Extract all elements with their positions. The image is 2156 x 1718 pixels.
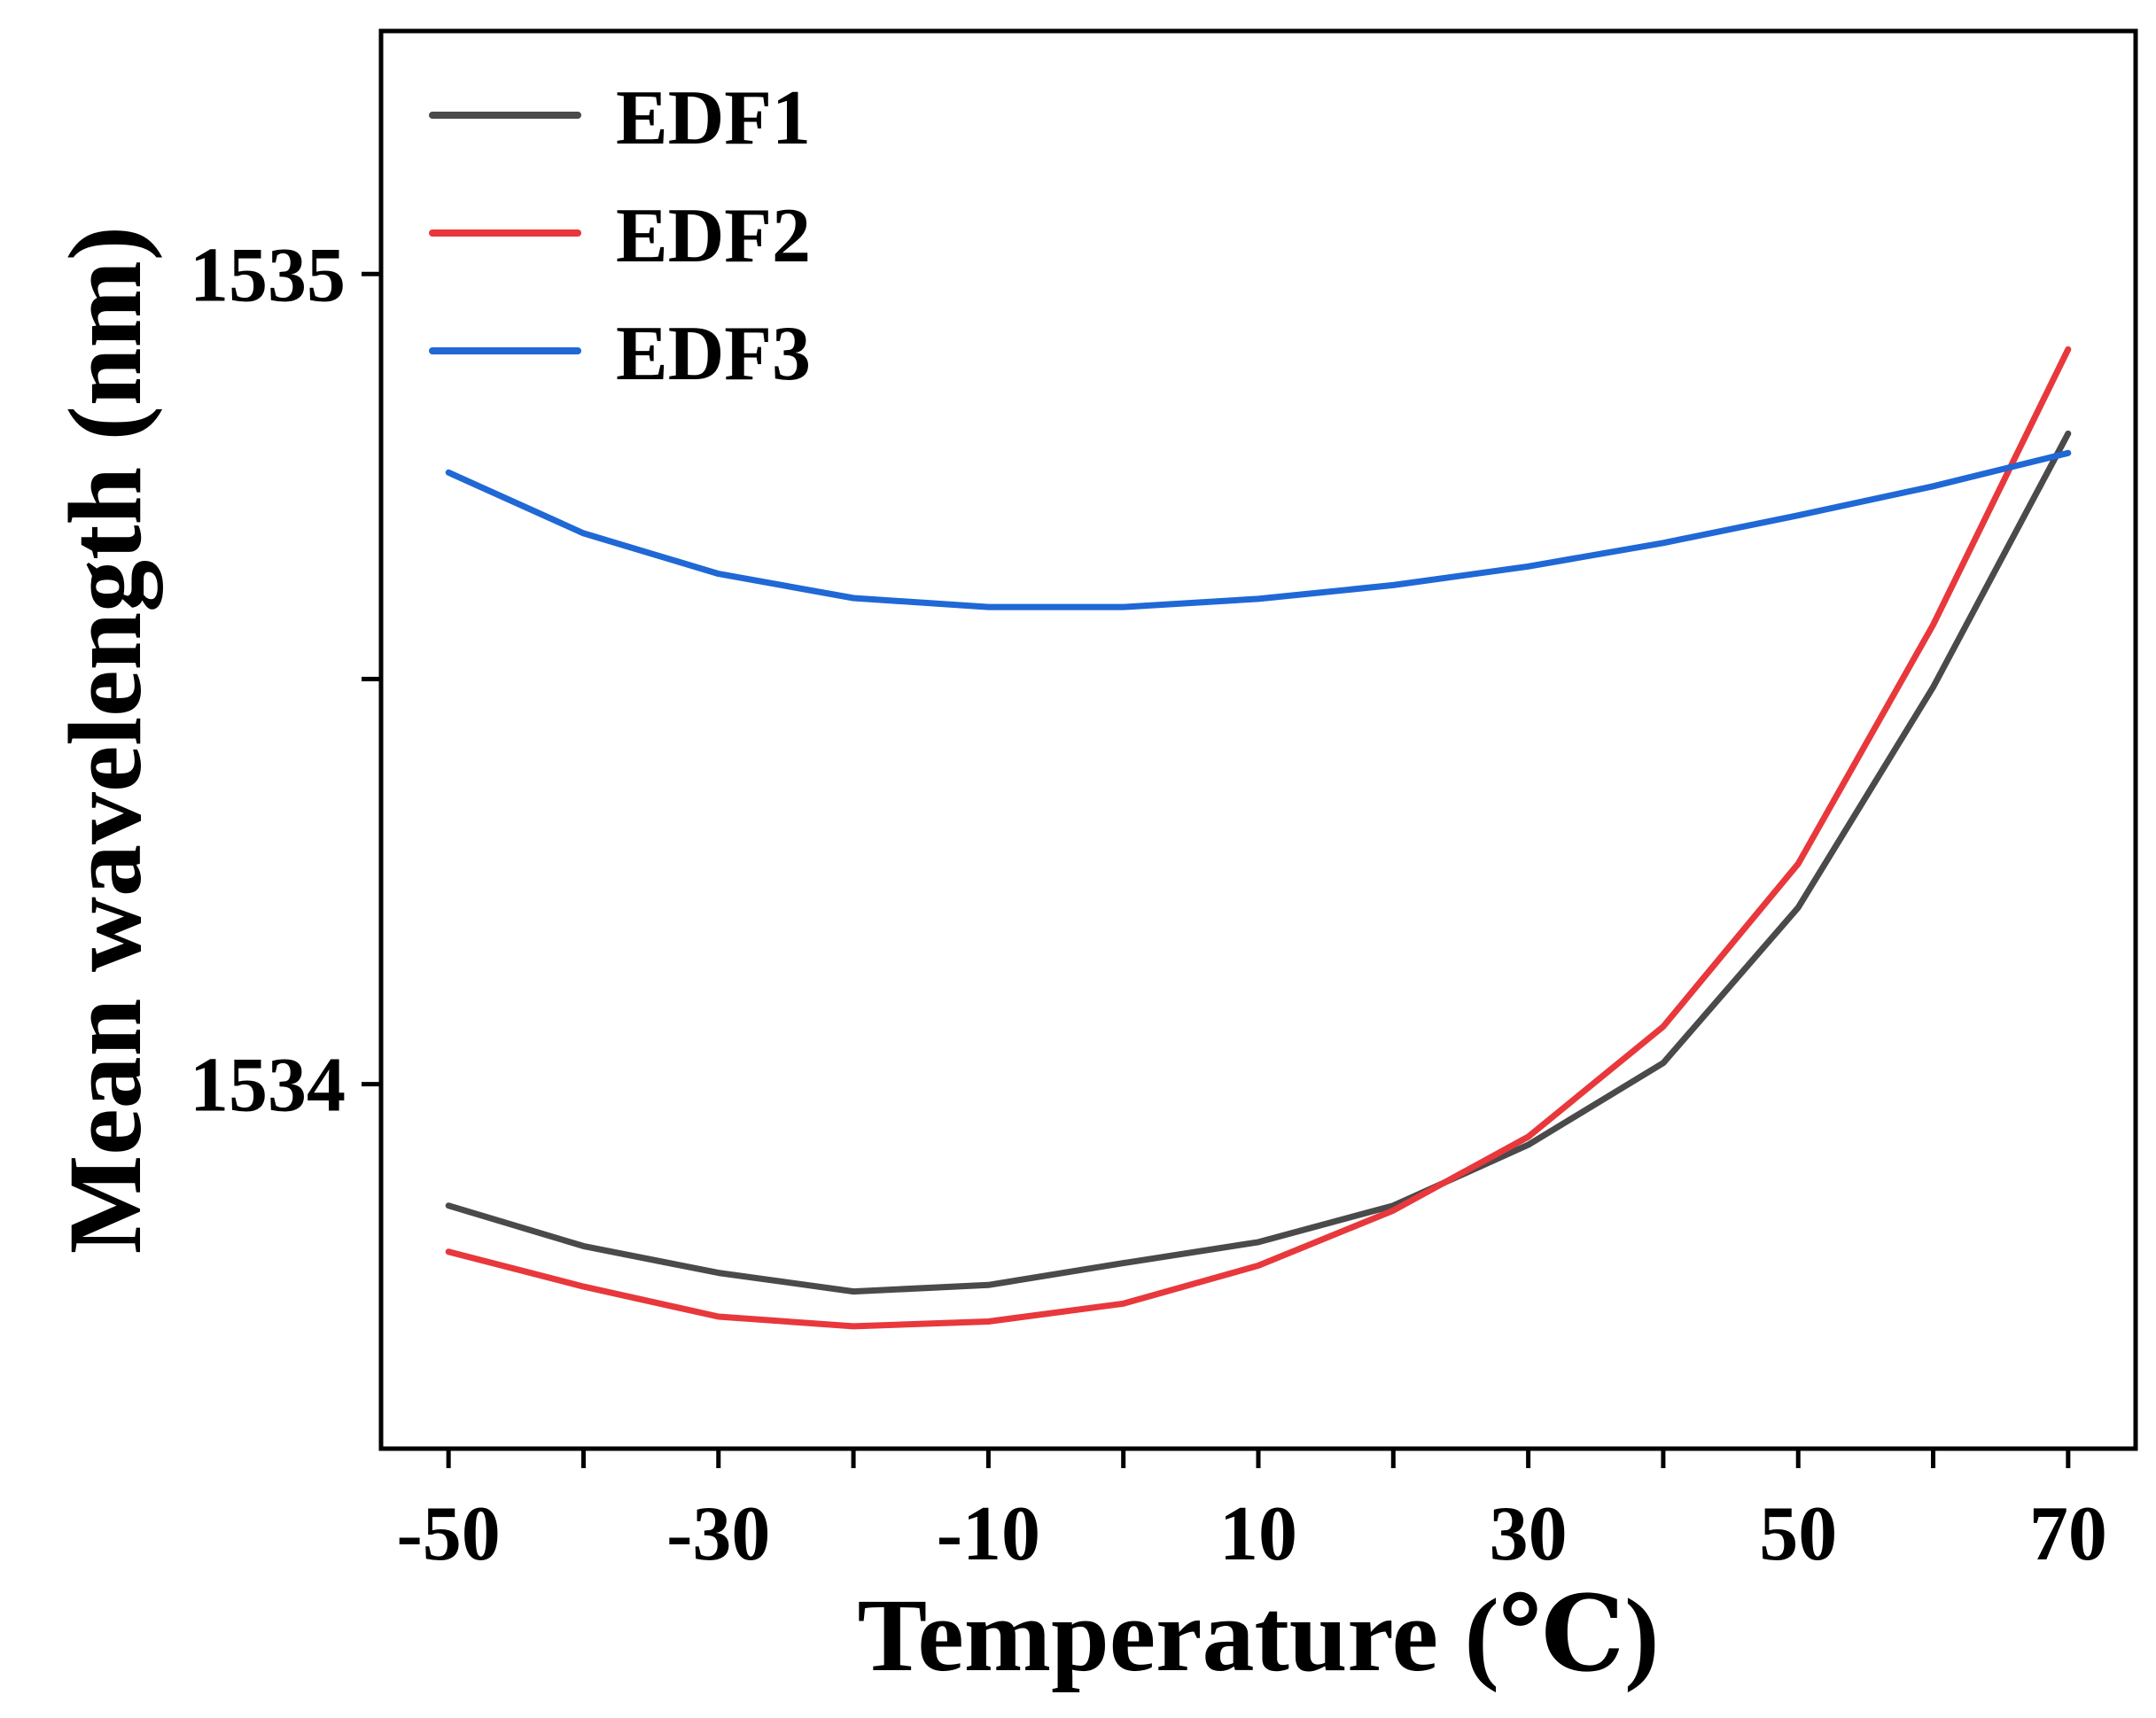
- series-lines: [445, 346, 2072, 1330]
- y-tick-label: 1535: [190, 232, 346, 318]
- legend: EDF1 EDF2 EDF3: [429, 75, 811, 397]
- series-line-edf1: [445, 430, 2072, 1295]
- legend-label-edf3: EDF3: [616, 311, 811, 397]
- legend-label-edf1: EDF1: [616, 75, 811, 161]
- x-tick-label: 30: [1490, 1491, 1568, 1577]
- x-tick-label: -30: [666, 1491, 770, 1577]
- y-axis: 1534 1535: [190, 232, 381, 1129]
- x-tick-label: 10: [1219, 1491, 1297, 1577]
- x-tick-label: 70: [2029, 1491, 2107, 1577]
- y-tick-label: 1534: [190, 1043, 346, 1129]
- x-tick-label: 50: [1759, 1491, 1837, 1577]
- legend-label-edf2: EDF2: [616, 193, 811, 279]
- y-axis-title: Mean wavelength (nm): [47, 226, 163, 1254]
- x-tick-label: -50: [396, 1491, 500, 1577]
- x-axis-title: Temperature (℃): [858, 1577, 1660, 1693]
- x-tick-label: -10: [937, 1491, 1040, 1577]
- series-line-edf3: [445, 449, 2072, 610]
- x-axis: -50 -30 -10 10 30 50 70: [396, 1449, 2107, 1577]
- series-line-edf2: [445, 346, 2072, 1330]
